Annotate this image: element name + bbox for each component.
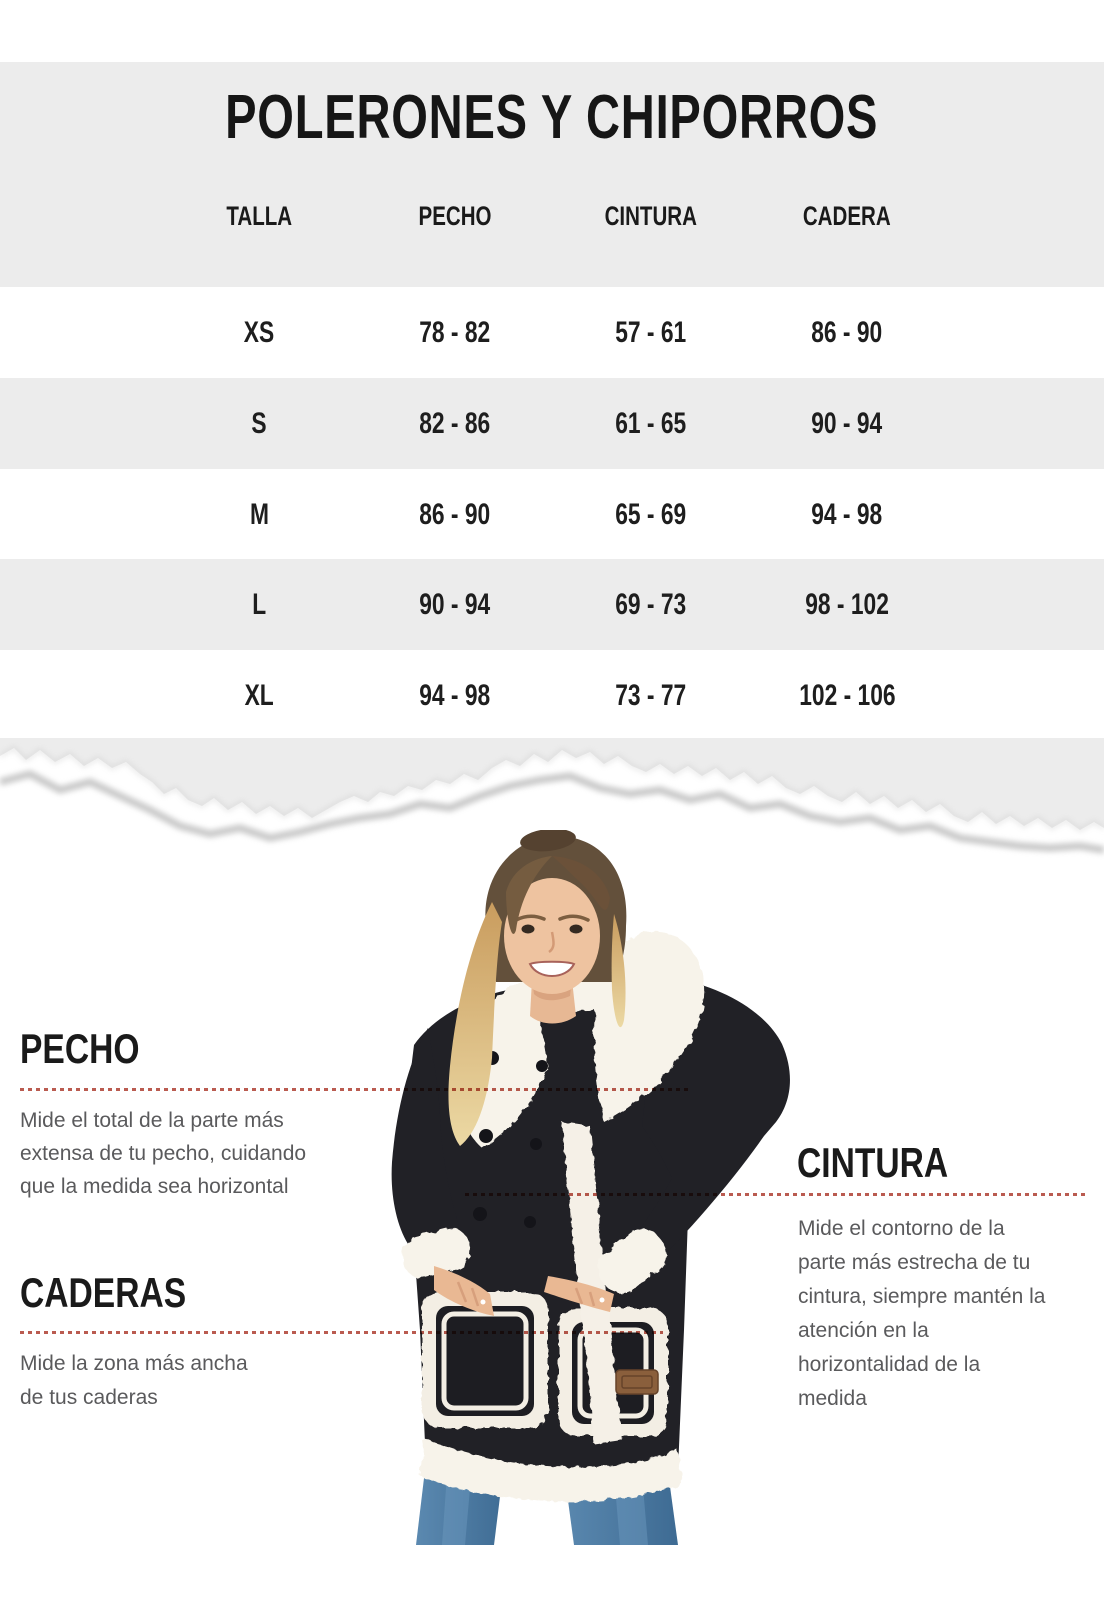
caderas-measure-line (20, 1331, 663, 1334)
pecho-measure-line (20, 1088, 690, 1091)
table-row: M 86 - 90 65 - 69 94 - 98 (161, 469, 945, 560)
table-cell: 78 - 82 (419, 315, 491, 349)
table-cell-talla: XS (243, 315, 275, 349)
model-photo (391, 830, 790, 1545)
column-header-cintura: CINTURA (604, 200, 698, 231)
hands (434, 1266, 614, 1316)
jacket (391, 931, 790, 1502)
jacket-cuffs (401, 1228, 667, 1294)
header-band (0, 62, 1104, 287)
row-stripe (0, 378, 1104, 469)
column-header-talla: TALLA (226, 200, 292, 231)
table-row: S 82 - 86 61 - 65 90 - 94 (161, 378, 945, 469)
table-cell: 57 - 61 (615, 315, 687, 349)
guide-text-pecho: Mide el total de la parte más extensa de… (20, 1109, 307, 1198)
table-cell: 61 - 65 (615, 406, 687, 440)
row-stripe (0, 559, 1104, 650)
table-cell: 86 - 90 (811, 315, 883, 349)
cintura-measure-line (465, 1193, 1085, 1196)
table-cell: 94 - 98 (419, 678, 491, 712)
torn-paper-edge (0, 738, 1104, 868)
table-cell: 82 - 86 (419, 406, 491, 440)
table-row: L 90 - 94 69 - 73 98 - 102 (161, 559, 945, 650)
table-row: XS 78 - 82 57 - 61 86 - 90 (161, 287, 945, 378)
table-row: XL 94 - 98 73 - 77 102 - 106 (161, 650, 945, 741)
guide-heading-pecho: PECHO (20, 1025, 140, 1072)
table-cell: 98 - 102 (805, 587, 889, 621)
page-title: POLERONES Y CHIPORROS (0, 76, 1104, 160)
table-cell-talla: L (252, 587, 266, 621)
table-cell-talla: XL (244, 678, 274, 712)
guide-text-cintura: Mide el contorno de la parte más estrech… (798, 1217, 1046, 1410)
jacket-hem-fur (420, 1438, 682, 1502)
guide-text-caderas: Mide la zona más ancha de tus caderas (20, 1352, 248, 1409)
leather-label (615, 1369, 659, 1395)
table-cell: 65 - 69 (615, 497, 687, 531)
column-header-cadera: CADERA (803, 200, 891, 231)
table-cell: 90 - 94 (811, 406, 883, 440)
table-cell: 69 - 73 (615, 587, 687, 621)
guide-heading-caderas: CADERAS (20, 1269, 187, 1316)
table-cell: 90 - 94 (419, 587, 491, 621)
head (448, 830, 627, 1146)
table-header-row: TALLA PECHO CINTURA CADERA (161, 190, 945, 242)
jacket-pockets (422, 1292, 668, 1436)
page-title-text: POLERONES Y CHIPORROS (225, 83, 879, 152)
jacket-front-trim (562, 1122, 622, 1444)
column-header-pecho: PECHO (418, 200, 492, 231)
table-cell: 102 - 106 (798, 678, 896, 712)
table-cell-talla: M (249, 497, 269, 531)
table-cell: 86 - 90 (419, 497, 491, 531)
table-cell: 94 - 98 (811, 497, 883, 531)
table-cell-talla: S (251, 406, 267, 440)
table-cell: 73 - 77 (615, 678, 687, 712)
guide-heading-cintura: CINTURA (797, 1139, 949, 1186)
